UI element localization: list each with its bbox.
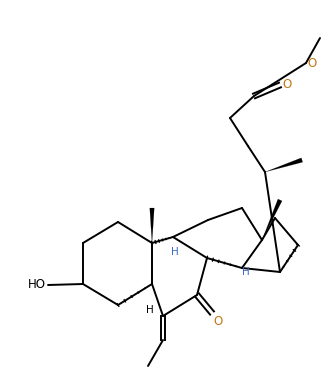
Text: O: O xyxy=(307,56,316,69)
Text: O: O xyxy=(282,77,291,91)
Text: H: H xyxy=(242,267,250,277)
Polygon shape xyxy=(265,158,303,172)
Text: H: H xyxy=(146,305,154,315)
Text: HO: HO xyxy=(28,279,46,291)
Polygon shape xyxy=(262,199,282,240)
Text: O: O xyxy=(213,315,222,328)
Text: H: H xyxy=(171,247,179,257)
Polygon shape xyxy=(150,208,154,243)
